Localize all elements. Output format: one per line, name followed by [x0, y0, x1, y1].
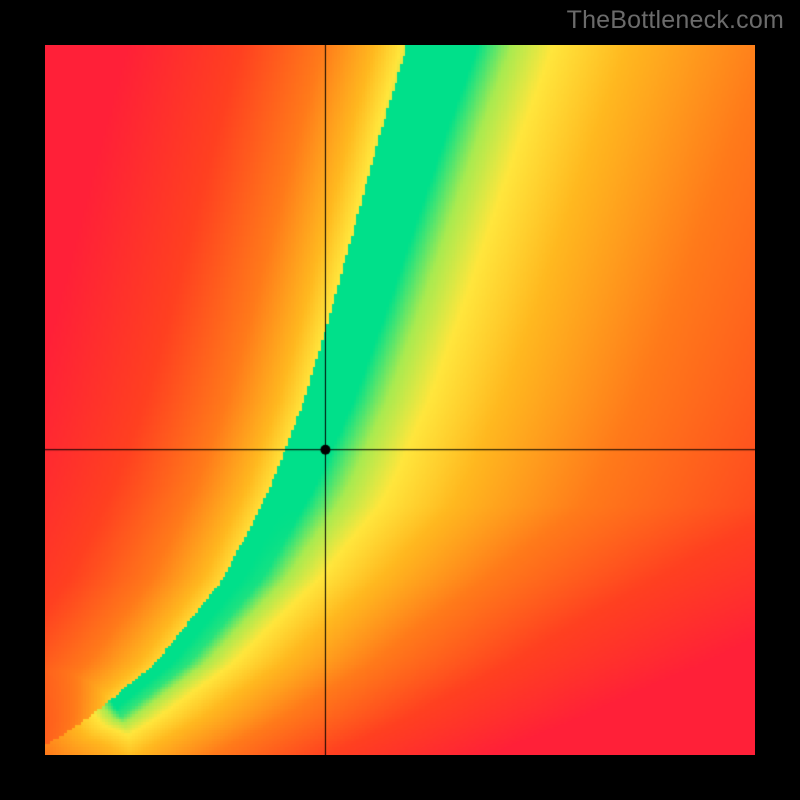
- heatmap-canvas: [45, 45, 755, 755]
- watermark-text: TheBottleneck.com: [567, 6, 784, 35]
- chart-container: TheBottleneck.com: [0, 0, 800, 800]
- heatmap-plot: [45, 45, 755, 755]
